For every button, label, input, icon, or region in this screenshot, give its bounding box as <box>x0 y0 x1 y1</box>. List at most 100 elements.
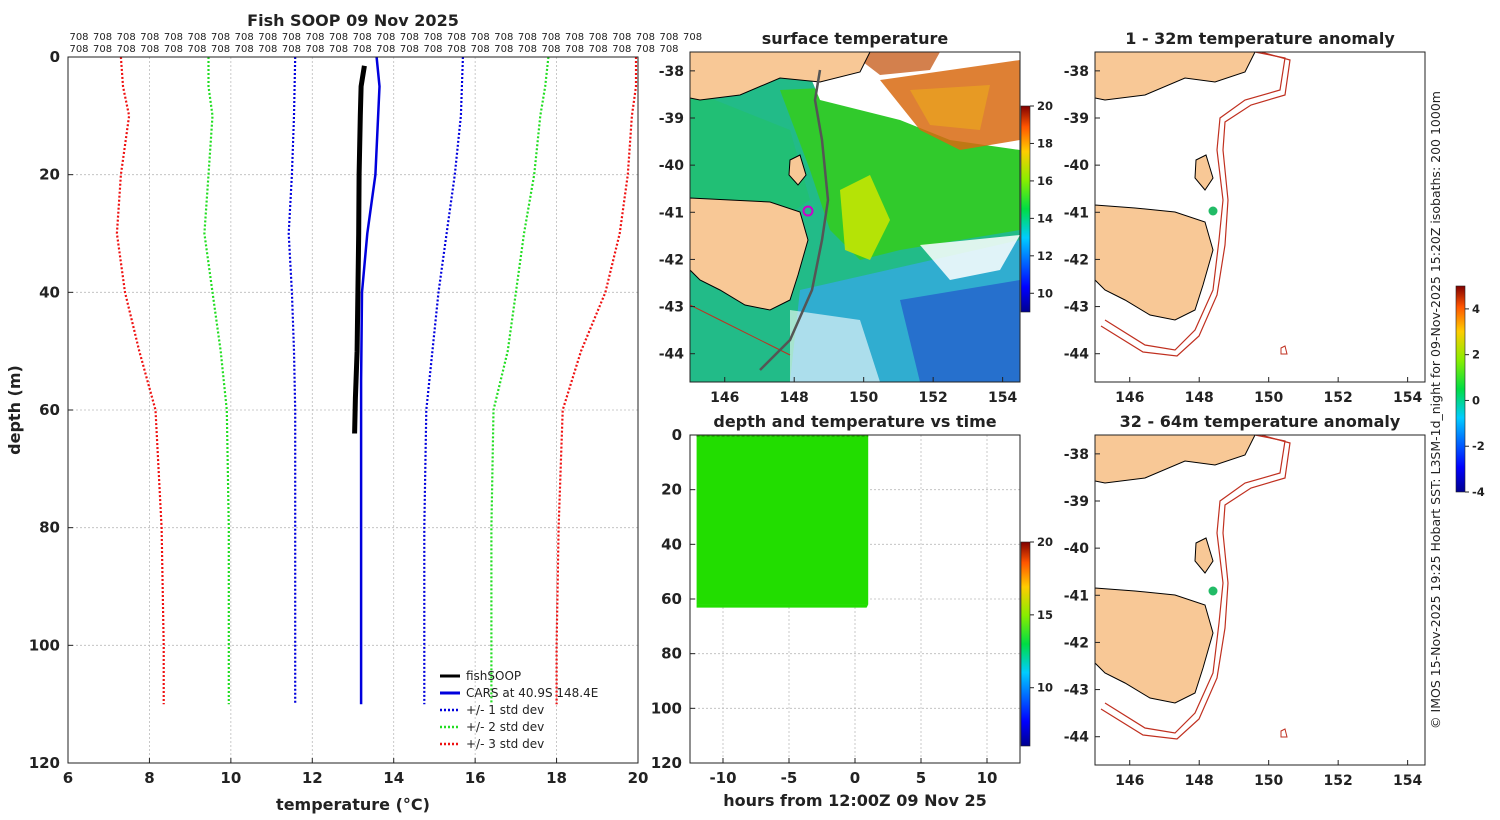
anomaly-map-shallow: 1 - 32m temperature anomaly 146 148 150 152… <box>1064 29 1426 406</box>
map-xtick-label: 146 <box>1115 390 1144 406</box>
profile-header-label: 708 <box>117 44 136 55</box>
profile-header-label: 708 <box>659 44 678 55</box>
legend-label: +/- 2 std dev <box>466 720 544 734</box>
profile-legend: fishSOOP CARS at 40.9S 148.4E +/- 1 std de… <box>440 669 598 751</box>
map-ytick-label: -43 <box>659 300 684 316</box>
profile-header-label: 708 <box>69 44 88 55</box>
anom2-location-marker <box>1208 586 1218 596</box>
profile-series-5 <box>490 56 550 705</box>
profile-header-label: 708 <box>683 32 702 43</box>
map-ytick-label: -40 <box>1064 158 1090 174</box>
map-xtick-label: 148 <box>1185 390 1214 406</box>
map-ytick-label: -42 <box>1064 635 1089 651</box>
depthtime-ytick-label: 120 <box>651 754 682 772</box>
profile-header-label: 708 <box>187 44 206 55</box>
anom2-ticks: 146 148 150 152 154 -38 -39 -40 -41 -42 -43 -44 <box>1064 447 1423 789</box>
map-xtick-label: 154 <box>1393 390 1422 406</box>
profile-header-label: 708 <box>376 32 395 43</box>
profile-header-label: 708 <box>164 32 183 43</box>
colorbar-tick-label: 20 <box>1037 99 1053 113</box>
anom1-land-tasmania <box>1095 204 1214 321</box>
profile-series <box>115 56 638 705</box>
map-ytick-label: -38 <box>659 64 684 80</box>
depthtime-xtick-label: 10 <box>977 769 998 787</box>
profile-series-3 <box>423 56 464 705</box>
profile-series-6 <box>115 56 165 705</box>
sst-land-tasmania <box>690 197 809 311</box>
profile-header-label: 708 <box>612 44 631 55</box>
map-ytick-label: -40 <box>1064 541 1090 557</box>
map-ytick-label: -42 <box>1064 252 1089 268</box>
profile-header-label: 708 <box>423 32 442 43</box>
map-ytick-label: -38 <box>1064 64 1089 80</box>
profile-header-label: 708 <box>305 44 324 55</box>
depth-time-chart: depth and temperature vs time -10 -5 0 5 100… <box>651 412 1053 810</box>
depthtime-colorbar-ticks: 10 15 20 <box>1030 535 1053 695</box>
colorbar-tick-label: 10 <box>1037 681 1053 695</box>
profile-xtick-label: 14 <box>383 769 404 787</box>
anomaly-map-deep: 32 - 64m temperature anomaly 146 148 150 15… <box>1064 412 1426 789</box>
anom2-land-flinders <box>1194 537 1214 574</box>
map-ytick-label: -38 <box>1064 447 1089 463</box>
profile-header-label: 708 <box>211 44 230 55</box>
colorbar-tick-label: 10 <box>1037 286 1053 300</box>
profile-header-label: 708 <box>258 32 277 43</box>
map-xtick-label: 148 <box>780 390 809 406</box>
profile-header-label: 708 <box>329 32 348 43</box>
anom2-title: 32 - 64m temperature anomaly <box>1120 412 1401 431</box>
sst-land-flinders <box>788 154 807 186</box>
map-xtick-label: 150 <box>849 390 878 406</box>
profile-header-label: 708 <box>258 44 277 55</box>
profile-header-label: 708 <box>518 44 537 55</box>
anom2-land-tasmania <box>1095 587 1214 704</box>
sst-cloud-mid <box>920 235 1020 280</box>
profile-header-label: 708 <box>235 44 254 55</box>
profile-header-label: 708 <box>329 44 348 55</box>
depthtime-xtick-label: 0 <box>850 769 860 787</box>
profile-header-label: 708 <box>541 32 560 43</box>
surface-axes-frame <box>689 51 1021 383</box>
profile-header-label: 708 <box>612 32 631 43</box>
colorbar-tick-label: 4 <box>1472 302 1480 316</box>
profile-xtick-label: 16 <box>465 769 486 787</box>
depthtime-data-edge <box>696 604 869 608</box>
map-ytick-label: -39 <box>659 111 684 127</box>
profile-header-label: 708 <box>423 44 442 55</box>
profile-ytick-label: 0 <box>50 48 60 66</box>
sst-eac-tongue <box>840 175 890 260</box>
colorbar-tick-label: 2 <box>1472 348 1480 362</box>
profile-header-label: 708 <box>565 32 584 43</box>
legend-label: +/- 3 std dev <box>466 737 544 751</box>
anom1-seamount <box>1280 345 1288 355</box>
profile-chart: Fish SOOP 09 Nov 2025 708 708 708 708 708 708… <box>5 11 702 814</box>
profile-header-label: 708 <box>187 32 206 43</box>
anom2-land-mainland <box>1095 435 1256 484</box>
profile-ytick-label: 120 <box>29 754 60 772</box>
depthtime-xtick-label: -10 <box>709 769 736 787</box>
surface-ticks: 146 148 150 152 154 -38 -39 -40 -41 -42 -43 -44 <box>659 64 1018 406</box>
depthtime-ytick-label: 80 <box>661 645 682 663</box>
profile-series-4 <box>203 57 230 705</box>
profile-header-label: 708 <box>93 44 112 55</box>
legend-label: +/- 1 std dev <box>466 703 544 717</box>
profile-header-label: 708 <box>589 32 608 43</box>
map-xtick-label: 146 <box>1115 773 1144 789</box>
map-ytick-label: -44 <box>1064 730 1090 746</box>
profile-ytick-label: 100 <box>29 636 60 654</box>
profile-ytick-label: 80 <box>39 519 60 537</box>
anom2-isobath-1000 <box>1104 435 1286 734</box>
profile-header-label: 708 <box>235 32 254 43</box>
sst-orange-patch <box>910 85 990 130</box>
profile-header-label: 708 <box>353 44 372 55</box>
profile-grid <box>68 57 638 763</box>
map-ytick-label: -44 <box>659 347 685 363</box>
colorbar-tick-label: -4 <box>1472 485 1485 499</box>
colorbar-tick-label: 14 <box>1037 211 1053 225</box>
surface-title: surface temperature <box>762 29 949 48</box>
sst-north-patch <box>850 52 940 75</box>
colorbar-tick-label: 16 <box>1037 174 1053 188</box>
anomaly-colorbar-group: 4 2 0 -2 -4 <box>1455 285 1485 499</box>
depthtime-ytick-label: 100 <box>651 699 682 717</box>
sst-location-marker <box>802 205 814 217</box>
